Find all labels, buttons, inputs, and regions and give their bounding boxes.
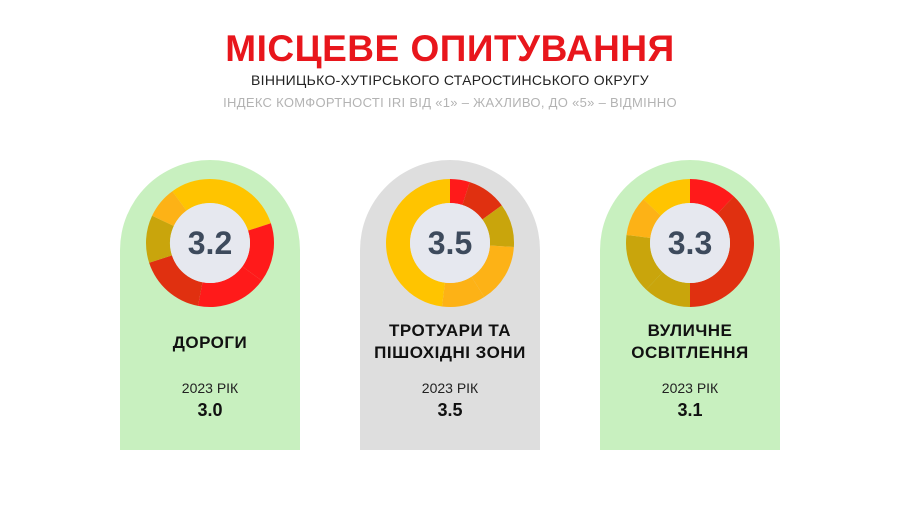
donut-segment bbox=[646, 272, 690, 307]
score-roads: 3.2 bbox=[187, 225, 233, 261]
donut-center bbox=[170, 203, 250, 283]
donut-segment bbox=[482, 205, 514, 248]
donut-center bbox=[410, 203, 490, 283]
donut-segment bbox=[149, 255, 203, 306]
category-label-line: ТРОТУАРИ ТА bbox=[388, 321, 512, 340]
page-title: МІСЦЕВЕ ОПИТУВАННЯ bbox=[225, 28, 675, 69]
category-label-sidewalks: ТРОТУАРИ ТА ПІШОХІДНІ ЗОНИ bbox=[360, 320, 540, 364]
category-label-line: ПІШОХІДНІ ЗОНИ bbox=[374, 343, 526, 362]
year-label: 2023 РІК bbox=[181, 380, 239, 396]
index-note: ІНДЕКС КОМФОРТНОСТІ IRI ВІД «1» – ЖАХЛИВ… bbox=[223, 95, 677, 110]
score-lighting: 3.3 bbox=[667, 225, 713, 261]
card-lighting: 3.3 ВУЛИЧНЕ ОСВІТЛЕННЯ 2023 РІК 3.1 bbox=[600, 160, 780, 450]
category-label-line: ВУЛИЧНЕ bbox=[647, 321, 733, 340]
card-roads: 3.2 ДОРОГИ 2023 РІК 3.0 bbox=[120, 160, 300, 450]
donut-segment bbox=[643, 179, 690, 216]
donut-segment bbox=[172, 179, 210, 211]
donut-segment bbox=[441, 276, 485, 307]
previous-score: 3.5 bbox=[437, 400, 463, 420]
donut-segment bbox=[385, 179, 450, 307]
donut-segment bbox=[198, 266, 262, 307]
category-label-line: ДОРОГИ bbox=[172, 333, 248, 352]
donut-chart-sidewalks bbox=[385, 178, 515, 308]
category-label-line: ОСВІТЛЕННЯ bbox=[631, 343, 749, 362]
category-label-lighting: ВУЛИЧНЕ ОСВІТЛЕННЯ bbox=[600, 320, 780, 364]
donut-segment bbox=[690, 179, 734, 214]
donut-segment bbox=[152, 191, 187, 226]
previous-score: 3.1 bbox=[677, 400, 703, 420]
donut-segment bbox=[242, 223, 274, 281]
donut-segment bbox=[210, 179, 271, 231]
donut-segment bbox=[626, 199, 661, 238]
page-subtitle: ВІННИЦЬКО-ХУТІРСЬКОГО СТАРОСТИНСЬКОГО ОК… bbox=[251, 72, 649, 88]
donut-chart-lighting bbox=[625, 178, 755, 308]
donut-segment bbox=[626, 234, 663, 290]
donut-segment bbox=[471, 245, 514, 298]
donut-segment bbox=[450, 179, 470, 205]
donut-center bbox=[650, 203, 730, 283]
donut-segment bbox=[690, 196, 754, 307]
year-label: 2023 РІК bbox=[661, 380, 719, 396]
score-sidewalks: 3.5 bbox=[427, 225, 473, 261]
card-sidewalks: 3.5 ТРОТУАРИ ТА ПІШОХІДНІ ЗОНИ 2023 РІК … bbox=[360, 160, 540, 450]
donut-segment bbox=[462, 182, 502, 220]
category-label-roads: ДОРОГИ bbox=[120, 332, 300, 354]
donut-segment bbox=[146, 215, 174, 263]
previous-score: 3.0 bbox=[197, 400, 223, 420]
donut-chart-roads bbox=[145, 178, 275, 308]
year-label: 2023 РІК bbox=[421, 380, 479, 396]
